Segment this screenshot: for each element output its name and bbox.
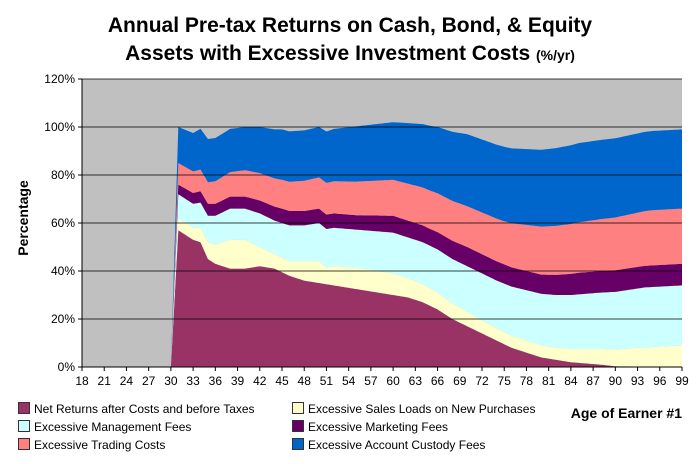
legend-swatch-marketing-fees [292,420,304,432]
legend-swatch-trading-costs [18,438,30,450]
y-tick-label: 120% [44,72,75,86]
x-tick-label: 48 [298,374,312,388]
area-excessive-management-fees [170,194,682,367]
legend-label-sales-loads: Excessive Sales Loads on New Purchases [308,402,536,416]
x-tick-label: 24 [120,374,134,388]
area-excessive-account-custody-fees [170,122,682,367]
legend-label-marketing-fees: Excessive Marketing Fees [308,420,449,434]
chart-subtitle-text: Assets with Excessive Investment Costs [125,42,531,65]
x-tick-label: 57 [364,374,378,388]
area-excessive-trading-costs [170,163,682,367]
x-tick-label: 18 [75,374,89,388]
legend-swatch-management-fees [18,420,30,432]
y-tick-label: 40% [51,264,75,278]
x-axis-label: Age of Earner #1 [570,405,682,421]
x-tick-label: 78 [520,374,534,388]
y-tick-label: 100% [44,120,75,134]
area-net-returns-after-costs-and-before-taxes [170,230,682,367]
x-tick-label: 87 [586,374,600,388]
x-tick-label: 21 [98,374,112,388]
legend-item-marketing-fees: Excessive Marketing Fees [292,420,448,434]
chart-units: (%/yr) [535,47,575,63]
area-excessive-marketing-fees [170,184,682,367]
x-tick-label: 27 [142,374,156,388]
legend-label-net-returns: Net Returns after Costs and before Taxes [34,402,255,416]
x-tick-label: 75 [498,374,512,388]
axes: 0% 20% 40% 60% 80% 100% 120% 18 21 24 27 30 33 36 39 42… [44,72,689,388]
y-axis-label: Percentage [15,180,31,256]
legend-item-management-fees: Excessive Management Fees [18,420,191,434]
x-tick-label: 39 [231,374,245,388]
x-tick-label: 81 [542,374,556,388]
x-tick-label: 96 [653,374,667,388]
x-tick-label: 42 [253,374,267,388]
legend-item-trading-costs: Excessive Trading Costs [18,438,165,452]
x-tick-label: 84 [564,374,578,388]
x-tick-label: 93 [631,374,645,388]
x-tick-label: 63 [409,374,423,388]
x-tick-label: 99 [675,374,689,388]
y-tick-label: 80% [51,168,75,182]
y-tick-label: 60% [51,216,75,230]
legend-label-management-fees: Excessive Management Fees [34,420,192,434]
x-tick-label: 69 [453,374,467,388]
legend-swatch-net-returns [18,402,30,414]
x-tick-label: 36 [209,374,223,388]
x-tick-label: 72 [475,374,489,388]
chart-title: Annual Pre-tax Returns on Cash, Bond, & … [107,14,593,37]
gridlines [82,78,682,320]
y-tick-label: 20% [51,312,75,326]
y-tick-label: 0% [58,360,76,374]
legend-item-custody-fees: Excessive Account Custody Fees [292,438,485,452]
x-tick-label: 90 [609,374,623,388]
legend-item-net-returns: Net Returns after Costs and before Taxes [18,402,255,416]
legend-label-trading-costs: Excessive Trading Costs [34,438,166,452]
legend-item-sales-loads: Excessive Sales Loads on New Purchases [292,402,535,416]
x-tick-label: 30 [164,374,178,388]
stacked-areas [170,122,682,367]
legend-label-custody-fees: Excessive Account Custody Fees [308,438,486,452]
x-tick-label: 51 [320,374,334,388]
legend-swatch-custody-fees [292,438,304,450]
x-tick-label: 60 [386,374,400,388]
x-tick-label: 45 [275,374,289,388]
x-tick-label: 66 [431,374,445,388]
area-excessive-sales-loads-on-new-purchases [170,218,682,367]
legend-swatch-sales-loads [292,402,304,414]
x-tick-label: 54 [342,374,356,388]
chart-subtitle: Assets with Excessive Investment Costs (… [0,42,700,66]
x-tick-label: 33 [186,374,200,388]
